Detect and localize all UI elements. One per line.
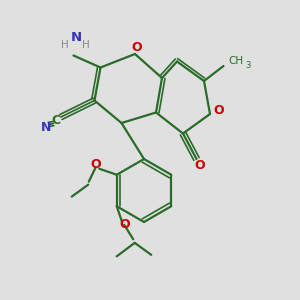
Text: O: O	[90, 158, 101, 171]
Text: O: O	[194, 159, 205, 172]
Text: N: N	[41, 121, 52, 134]
Text: H: H	[61, 40, 69, 50]
Text: 3: 3	[245, 61, 251, 70]
Text: N: N	[70, 31, 82, 44]
Text: CH: CH	[229, 56, 244, 66]
Text: O: O	[213, 104, 224, 118]
Text: O: O	[131, 41, 142, 54]
Text: H: H	[82, 40, 90, 50]
Text: C: C	[51, 114, 60, 127]
Text: O: O	[119, 218, 130, 231]
